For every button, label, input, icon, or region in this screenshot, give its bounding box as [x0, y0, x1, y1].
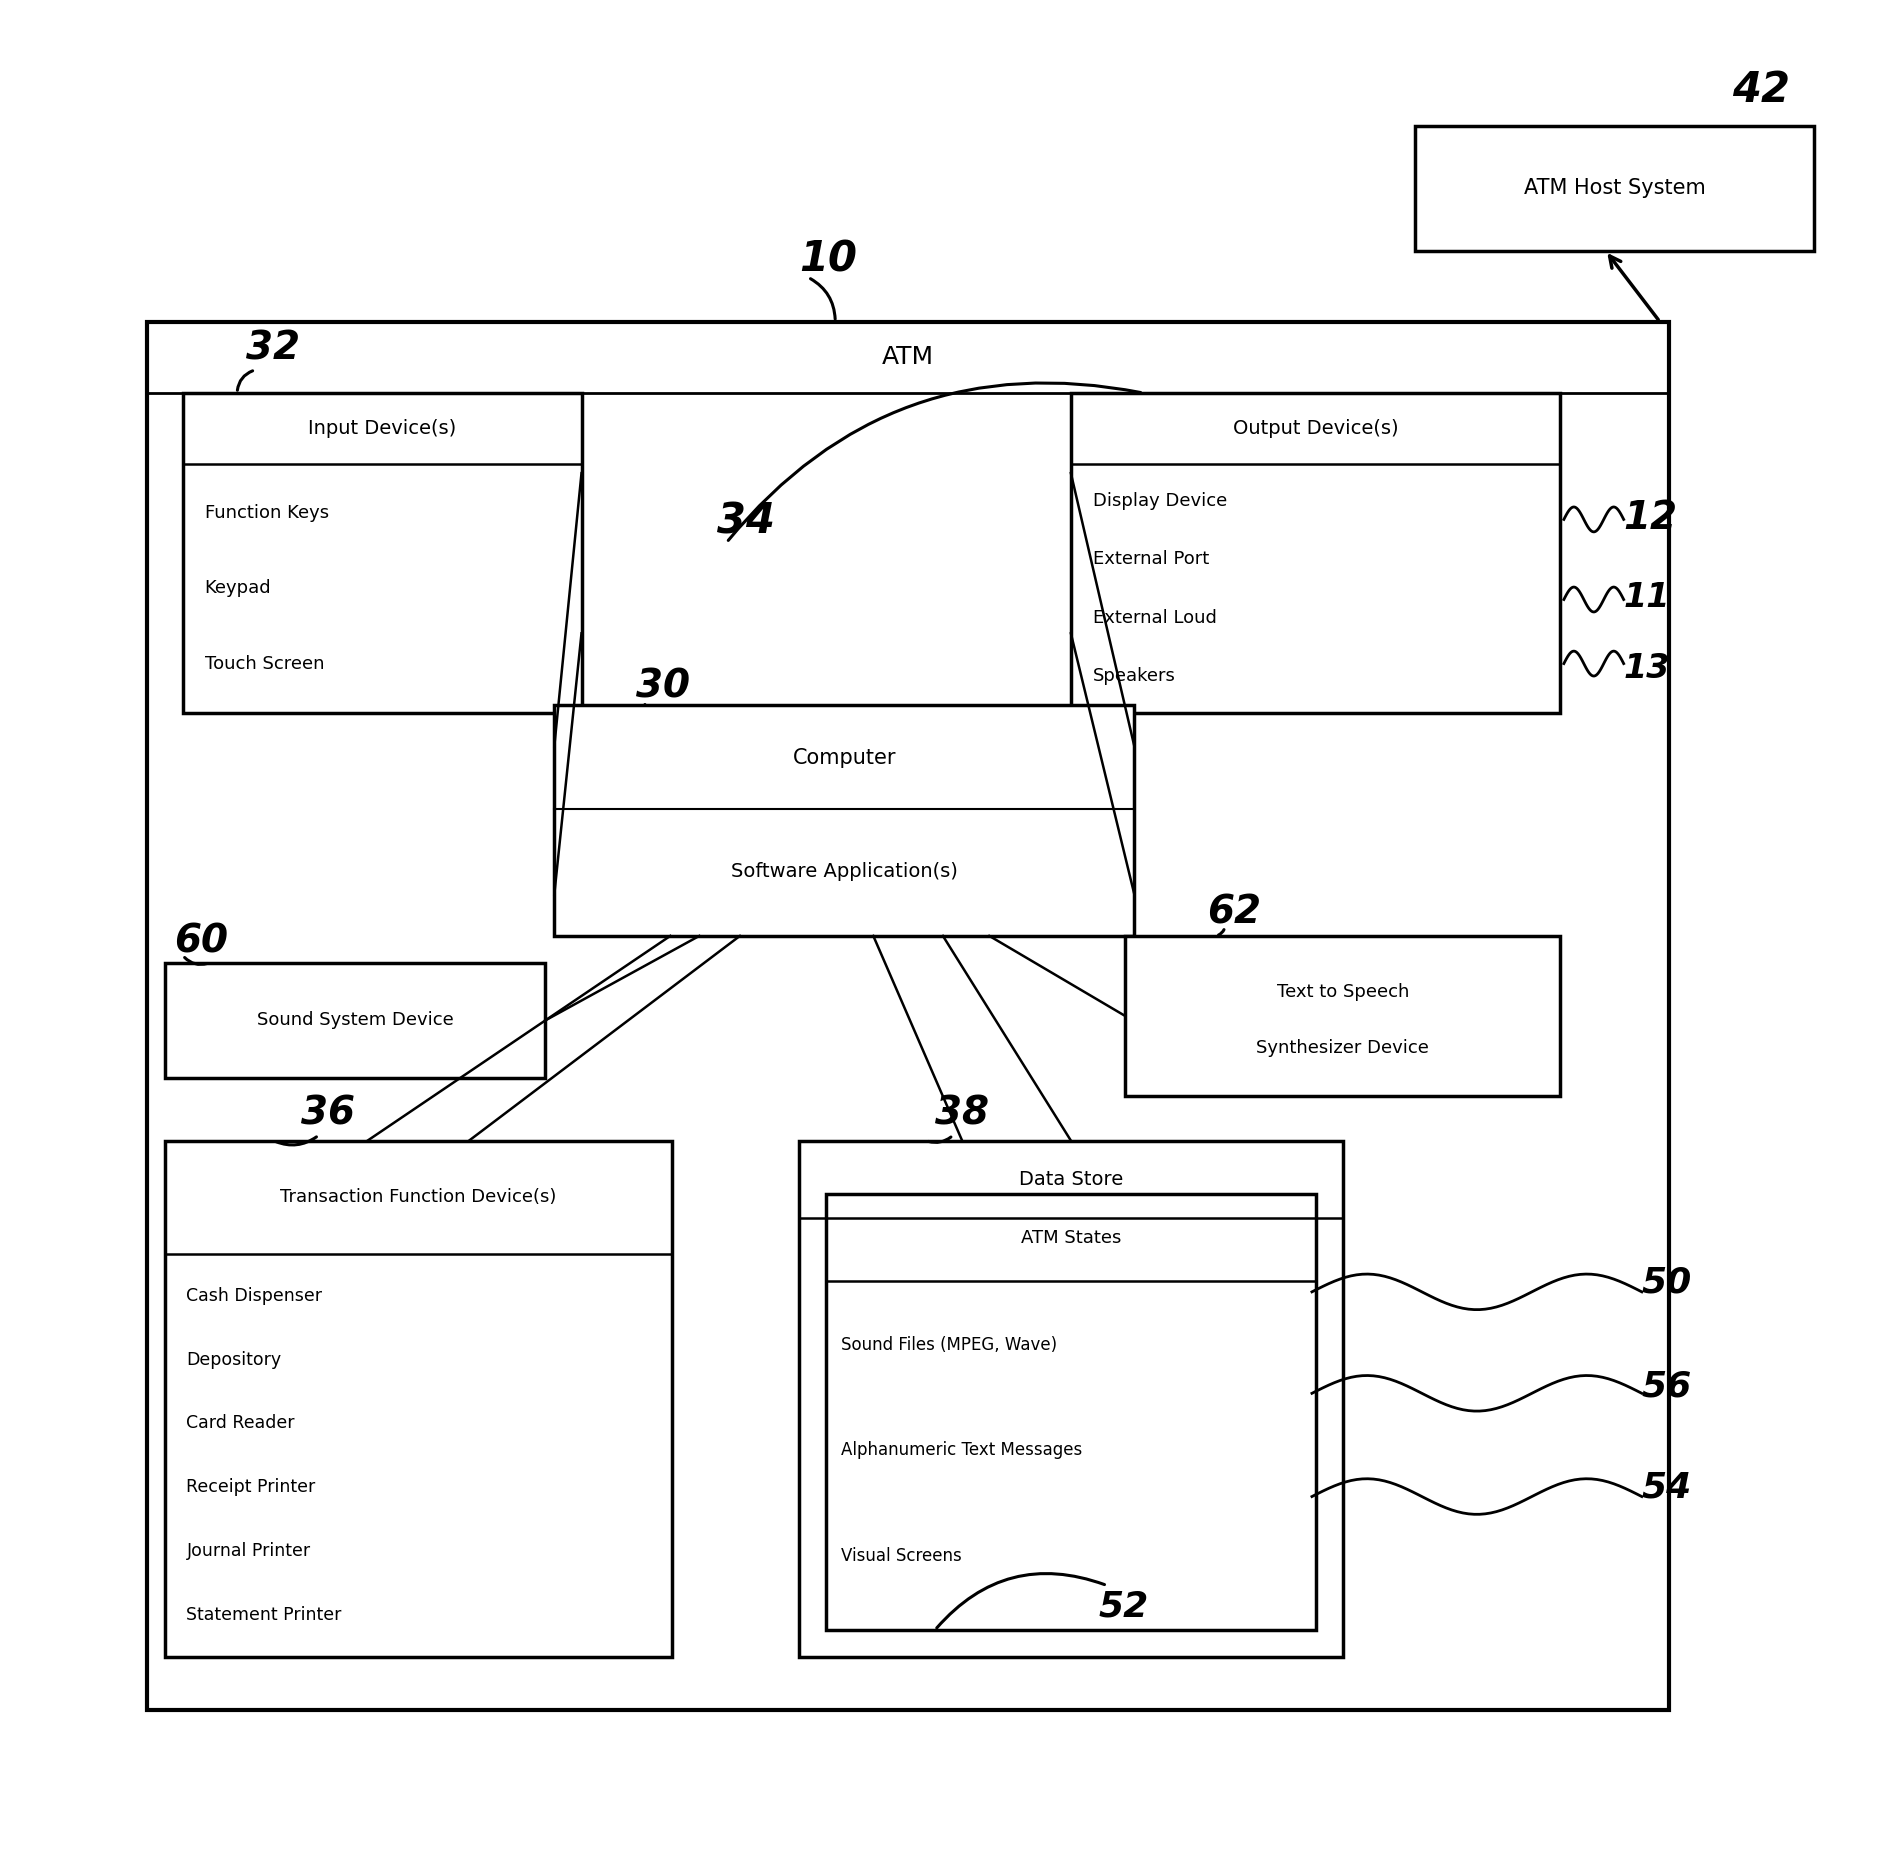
Text: External Loud: External Loud	[1093, 608, 1216, 627]
Text: Function Keys: Function Keys	[204, 504, 329, 521]
Text: ATM Host System: ATM Host System	[1524, 178, 1705, 198]
Text: Receipt Printer: Receipt Printer	[187, 1478, 315, 1496]
Bar	[799, 1140, 1342, 1657]
Text: Synthesizer Device: Synthesizer Device	[1256, 1038, 1429, 1057]
Text: Display Device: Display Device	[1093, 493, 1227, 510]
Text: Output Device(s): Output Device(s)	[1233, 419, 1399, 438]
Text: Visual Screens: Visual Screens	[840, 1546, 961, 1565]
Bar	[1416, 126, 1814, 250]
Text: 12: 12	[1624, 499, 1678, 536]
Bar	[1070, 393, 1559, 714]
Text: Cash Dispenser: Cash Dispenser	[187, 1287, 323, 1305]
Text: Input Device(s): Input Device(s)	[308, 419, 457, 438]
Text: Speakers: Speakers	[1093, 667, 1176, 684]
Bar	[183, 393, 582, 714]
Text: 11: 11	[1624, 582, 1671, 614]
Bar	[164, 962, 546, 1079]
Text: 62: 62	[1206, 894, 1261, 933]
Text: 38: 38	[935, 1096, 989, 1133]
Text: Software Application(s): Software Application(s)	[731, 862, 957, 881]
Text: 50: 50	[1643, 1266, 1692, 1300]
Text: Transaction Function Device(s): Transaction Function Device(s)	[279, 1188, 557, 1207]
Text: ATM: ATM	[882, 345, 935, 369]
Text: 32: 32	[245, 330, 300, 367]
Text: 54: 54	[1643, 1470, 1692, 1505]
Bar	[164, 1140, 672, 1657]
Text: Depository: Depository	[187, 1350, 281, 1368]
Text: 34: 34	[717, 501, 776, 541]
Bar	[1125, 936, 1559, 1096]
Text: 30: 30	[636, 667, 689, 706]
Bar	[147, 323, 1669, 1709]
Text: Keypad: Keypad	[204, 580, 272, 597]
Text: Card Reader: Card Reader	[187, 1415, 295, 1433]
Text: Sound Files (MPEG, Wave): Sound Files (MPEG, Wave)	[840, 1335, 1057, 1353]
Text: Text to Speech: Text to Speech	[1276, 983, 1408, 1001]
Text: Journal Printer: Journal Printer	[187, 1543, 310, 1561]
Text: 60: 60	[174, 921, 228, 960]
Text: Alphanumeric Text Messages: Alphanumeric Text Messages	[840, 1441, 1082, 1459]
Text: 56: 56	[1643, 1370, 1692, 1403]
Text: 36: 36	[300, 1096, 355, 1133]
Text: 52: 52	[1099, 1591, 1148, 1624]
Text: Touch Screen: Touch Screen	[204, 654, 325, 673]
Bar	[827, 1194, 1316, 1630]
Text: Statement Printer: Statement Printer	[187, 1606, 342, 1624]
Text: 10: 10	[799, 239, 857, 280]
Text: Computer: Computer	[793, 747, 897, 768]
Text: External Port: External Port	[1093, 551, 1208, 569]
Bar	[555, 705, 1135, 936]
Text: Sound System Device: Sound System Device	[257, 1012, 453, 1029]
Text: 42: 42	[1733, 69, 1790, 111]
Text: ATM States: ATM States	[1021, 1229, 1121, 1246]
Text: 13: 13	[1624, 653, 1671, 686]
Text: Data Store: Data Store	[1020, 1170, 1123, 1188]
